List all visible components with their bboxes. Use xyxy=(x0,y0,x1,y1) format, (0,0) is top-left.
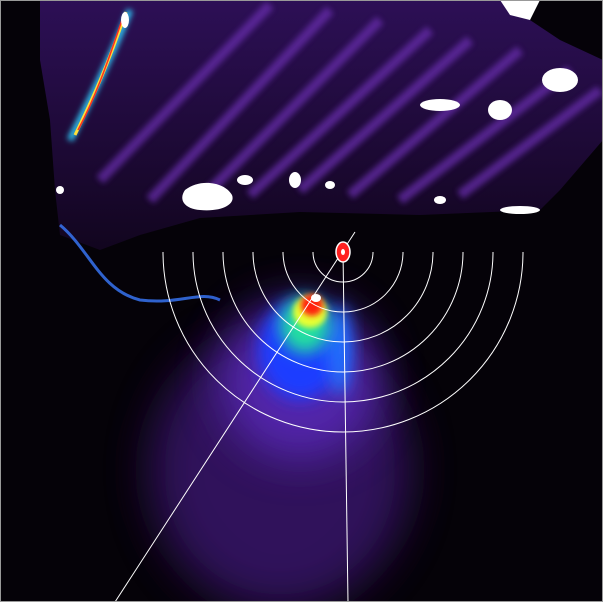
direction-lines xyxy=(114,231,356,602)
nucleus-marker xyxy=(335,241,351,263)
nucleus-surface xyxy=(40,0,603,303)
saturated-patches xyxy=(56,0,578,214)
